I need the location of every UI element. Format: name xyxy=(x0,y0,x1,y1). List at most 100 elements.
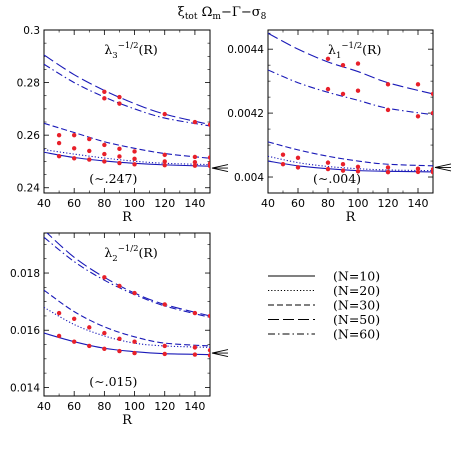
data-point xyxy=(430,91,433,97)
x-tick-label: 120 xyxy=(378,197,399,210)
data-point xyxy=(207,155,210,160)
series-line-longdash xyxy=(46,233,210,317)
data-point xyxy=(132,350,137,356)
data-point xyxy=(207,313,210,319)
data-point xyxy=(385,165,391,170)
series-line-dashdot xyxy=(268,69,433,116)
y-tick-label: 0.24 xyxy=(17,183,41,195)
data-point xyxy=(325,86,331,92)
series-line-dashed xyxy=(44,289,210,347)
asymptote-arrow xyxy=(211,164,229,172)
data-point xyxy=(162,111,167,117)
y-tick-label: 0.0042 xyxy=(227,108,264,120)
panel-lambda3: 40 60 80 100 120 140 R 0.24 0.26 0.28 0.3 λ3−1/2(R)… xyxy=(17,25,229,225)
x-tick-label: 120 xyxy=(154,197,175,210)
data-point xyxy=(87,157,92,162)
x-tick-label: 40 xyxy=(37,197,51,210)
panel-label-base: λ xyxy=(328,42,336,57)
x-tick-label: 60 xyxy=(67,197,81,210)
panel-label: λ3−1/2(R) xyxy=(104,41,157,61)
data-point xyxy=(355,169,361,174)
panel-label-sup: −1/2 xyxy=(118,244,139,254)
legend-label: (N=10) xyxy=(333,269,380,284)
data-point xyxy=(340,62,346,68)
data-point xyxy=(192,345,198,350)
data-point xyxy=(355,88,361,93)
data-point xyxy=(117,336,122,342)
x-tick-label: 100 xyxy=(124,400,145,413)
data-point xyxy=(102,142,107,148)
data-point xyxy=(132,339,137,344)
y-tick-label: 0.018 xyxy=(10,268,40,280)
data-point xyxy=(132,162,137,167)
figure-title: ξtot Ωm−Γ−σ8 xyxy=(178,5,267,22)
data-point xyxy=(430,110,433,116)
data-point xyxy=(430,167,433,172)
series-line-dashed xyxy=(268,141,433,167)
x-axis-label: R xyxy=(346,210,357,225)
series-line-dotted xyxy=(44,306,210,348)
data-point xyxy=(192,310,198,316)
data-point xyxy=(192,119,198,125)
data-point xyxy=(415,169,421,175)
data-point xyxy=(207,122,210,127)
x-tick-label: 140 xyxy=(184,197,205,210)
series-line-solid xyxy=(44,332,210,356)
data-point xyxy=(280,152,286,157)
data-point xyxy=(117,146,122,152)
x-tick-label: 140 xyxy=(408,197,429,210)
data-point xyxy=(71,132,77,138)
data-point xyxy=(102,346,107,352)
data-point xyxy=(117,160,122,166)
data-point xyxy=(207,348,210,353)
data-point xyxy=(132,290,137,296)
data-point xyxy=(56,310,62,316)
panel-label-sup: −1/2 xyxy=(118,41,139,51)
data-point xyxy=(117,94,122,100)
plot-frame xyxy=(43,29,211,194)
data-point xyxy=(56,140,62,146)
panel-label-sub: 2 xyxy=(112,254,117,264)
asymptote-annotation: (∼.015) xyxy=(89,374,137,389)
y-tick-label: 0.28 xyxy=(17,78,40,90)
data-point xyxy=(87,343,92,349)
y-tick-label: 0.26 xyxy=(17,130,41,142)
data-point xyxy=(295,165,301,170)
data-point xyxy=(162,343,167,349)
data-point xyxy=(415,82,421,87)
y-tick-label: 0.3 xyxy=(23,25,40,37)
x-tick-label: 80 xyxy=(321,197,335,210)
data-point xyxy=(280,162,286,167)
series-group xyxy=(268,32,433,175)
x-tick-label: 120 xyxy=(154,400,175,413)
series-line-longdash xyxy=(44,54,210,126)
data-point xyxy=(325,160,331,165)
x-axis-label: R xyxy=(122,210,133,225)
panel-label: λ1−1/2(R) xyxy=(328,41,381,61)
x-tick-label: 60 xyxy=(67,400,81,413)
data-point xyxy=(102,151,107,157)
data-point xyxy=(117,154,122,159)
data-point xyxy=(385,170,391,175)
x-tick-label: 80 xyxy=(97,400,111,413)
y-tick-label: 0.016 xyxy=(10,325,40,337)
series-line-dashed xyxy=(44,122,210,159)
data-point xyxy=(192,160,198,165)
data-point xyxy=(325,56,331,61)
x-tick-label: 40 xyxy=(261,197,275,210)
legend-label: (N=20) xyxy=(333,283,380,298)
data-point xyxy=(56,132,62,138)
panel-label-base: λ xyxy=(104,245,112,260)
y-tick-label: 0.014 xyxy=(10,382,40,394)
panel-label-arg: (R) xyxy=(139,42,158,57)
data-point xyxy=(71,156,77,161)
x-tick-label: 100 xyxy=(124,197,145,210)
x-axis-label: R xyxy=(122,413,133,428)
data-point xyxy=(102,275,107,280)
legend-label: (N=60) xyxy=(333,327,380,342)
series-line-dashdot xyxy=(44,63,210,127)
data-point xyxy=(340,162,346,167)
data-point xyxy=(295,155,301,161)
data-point xyxy=(56,153,62,159)
